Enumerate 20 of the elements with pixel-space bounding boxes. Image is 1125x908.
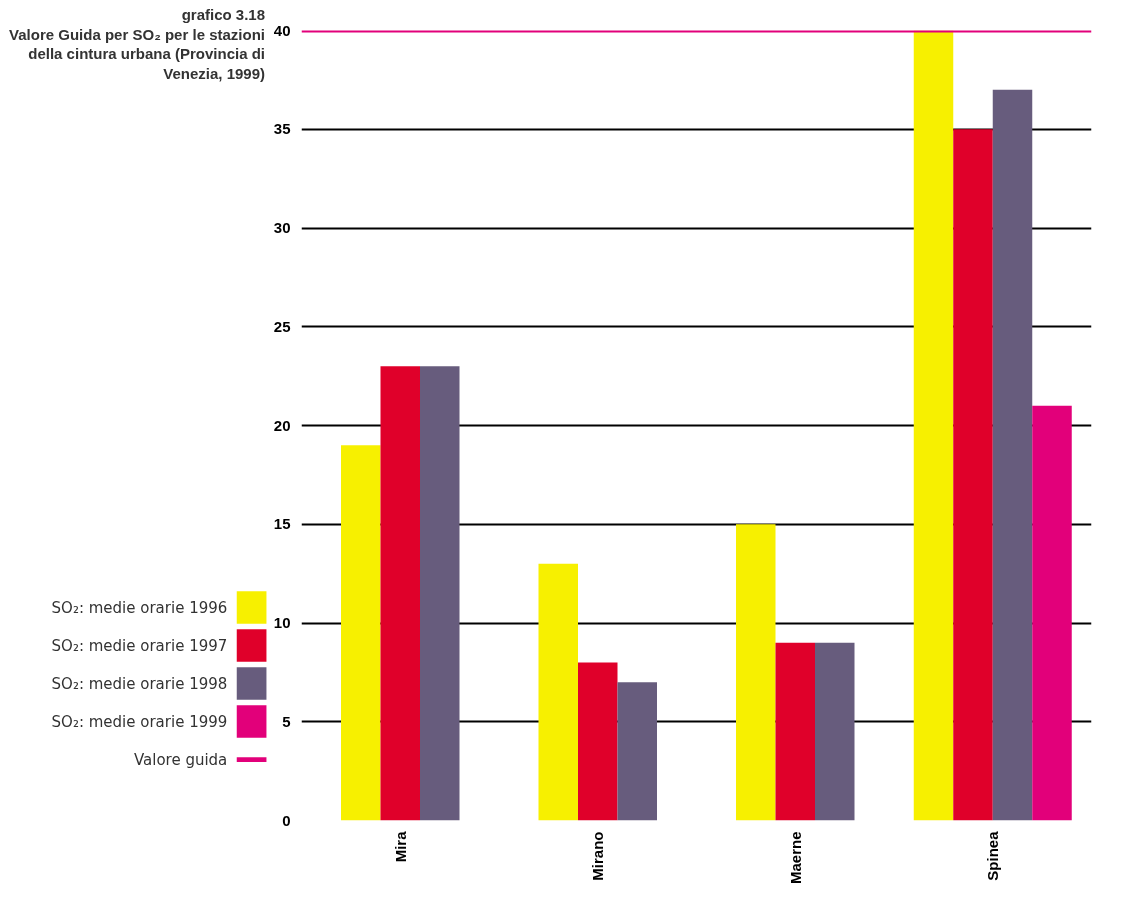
legend-label: SO₂: medie orarie 1997	[51, 636, 228, 655]
x-tick-label: Spinea	[984, 830, 1002, 881]
y-tick-label: 5	[282, 712, 291, 730]
legend-label: Valore guida	[133, 750, 228, 769]
y-tick-label: 0	[282, 811, 291, 829]
y-tick-label: 10	[273, 614, 291, 631]
legend-label: SO₂: medie orarie 1998	[51, 674, 228, 693]
legend-label: SO₂: medie orarie 1996	[51, 598, 228, 617]
y-tick-label: 25	[273, 317, 291, 335]
x-tick-label: Mirano	[589, 831, 607, 881]
text: Valore Guida per SO₂ per le stazioni della cintura urbana (Provincia di Venezia, 1999)	[9, 25, 265, 82]
y-tick-label: 15	[273, 515, 291, 533]
y-tick-label: 40	[273, 21, 291, 39]
x-tick-label: Mira	[391, 830, 409, 863]
y-tick-label: 30	[273, 219, 291, 236]
legend-label: SO₂: medie orarie 1999	[51, 712, 228, 731]
y-tick-label: 35	[273, 120, 291, 138]
chart-title: grafico 3.18	[181, 6, 265, 23]
x-tick-label: Maerne	[786, 831, 804, 885]
y-tick-label: 20	[273, 416, 291, 434]
